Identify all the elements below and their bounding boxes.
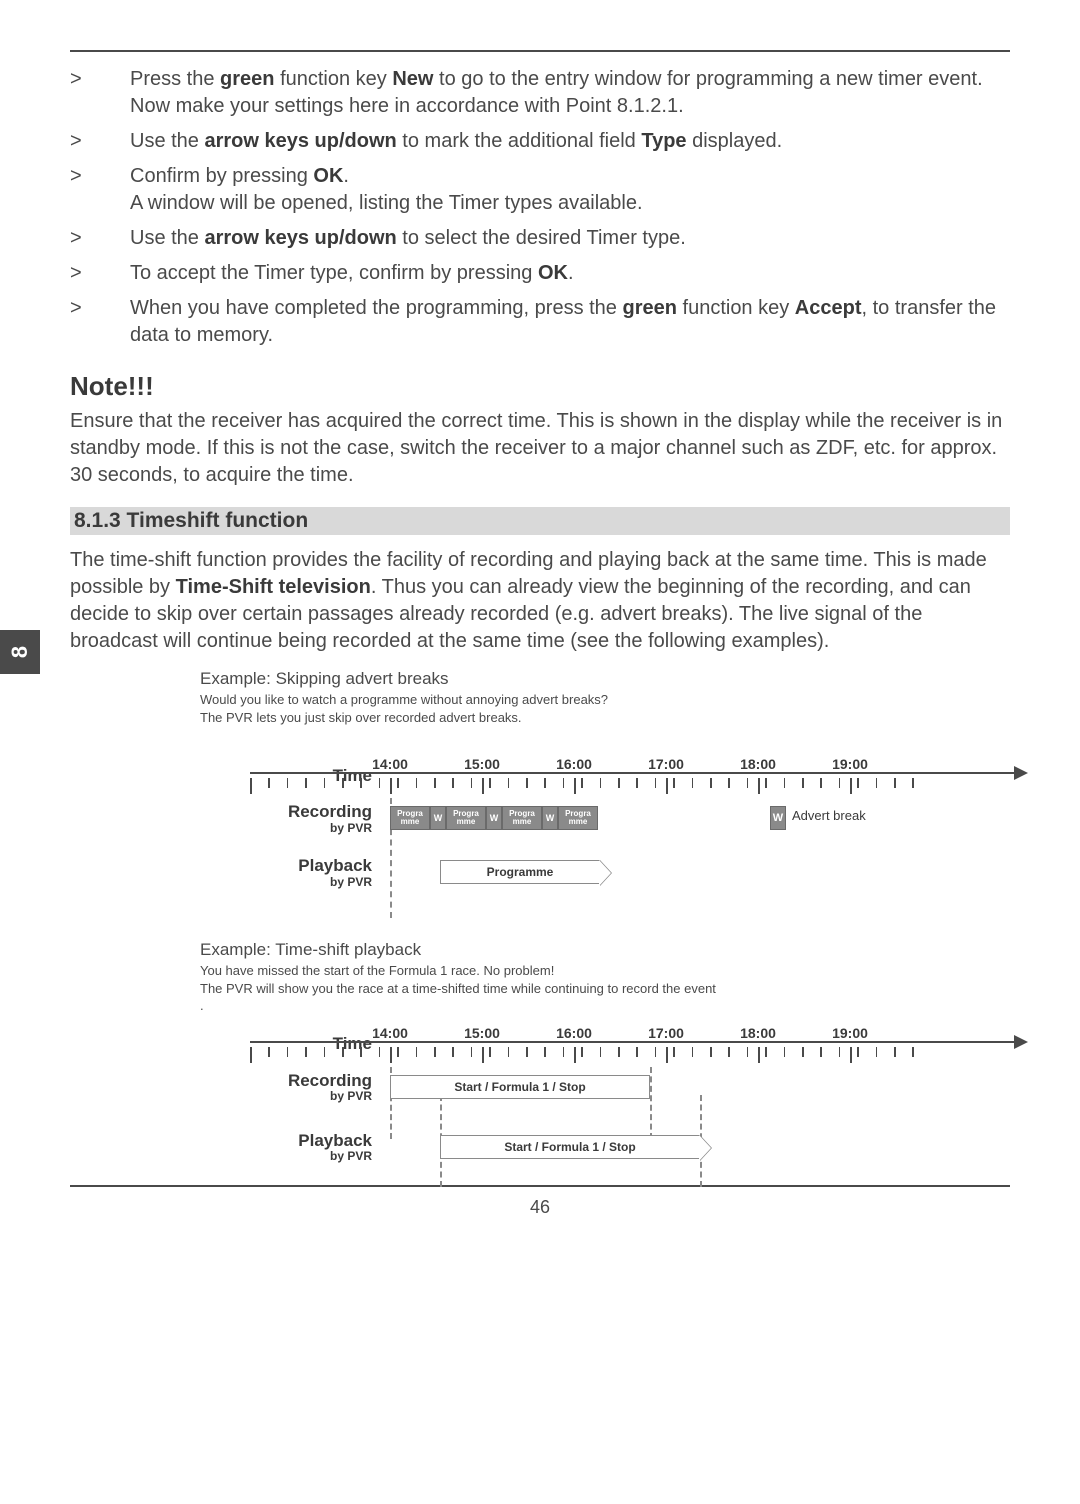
top-rule [70, 50, 1010, 52]
example1-desc1: Would you like to watch a programme with… [200, 691, 1010, 709]
step-body: When you have completed the programming,… [130, 295, 1010, 349]
legend-w: W [770, 806, 786, 830]
track: Start / Formula 1 / Stop [390, 1131, 1010, 1165]
step-marker: > [70, 128, 130, 155]
diagram2: Time14:0015:0016:0017:0018:0019:00Record… [220, 1025, 1010, 1165]
example2-title: Example: Time-shift playback [200, 940, 1010, 960]
track: Programme [390, 856, 1010, 890]
time-axis: 14:0015:0016:0017:0018:0019:00 [390, 756, 1010, 796]
track: Progra mmeWProgra mmeWProgra mmeWProgra … [390, 802, 1010, 836]
segment: Progra mme [558, 806, 598, 830]
example1: Example: Skipping advert breaks Would yo… [200, 669, 1010, 726]
segment: W [430, 806, 446, 830]
example2: Example: Time-shift playback You have mi… [200, 940, 1010, 1015]
example1-desc2: The PVR lets you just skip over recorded… [200, 709, 1010, 727]
step-marker: > [70, 260, 130, 287]
example2-desc2: The PVR will show you the race at a time… [200, 980, 1010, 998]
step-marker: > [70, 295, 130, 322]
example1-title: Example: Skipping advert breaks [200, 669, 1010, 689]
note-heading: Note!!! [70, 371, 1010, 402]
row-label: Playbackby PVR [220, 857, 390, 889]
step-marker: > [70, 66, 130, 93]
segment: Progra mme [502, 806, 542, 830]
legend-text: Advert break [792, 808, 866, 823]
row-label: Playbackby PVR [220, 1132, 390, 1164]
segment: Start / Formula 1 / Stop [390, 1075, 650, 1099]
time-axis: 14:0015:0016:0017:0018:0019:00 [390, 1025, 1010, 1065]
segment: Progra mme [390, 806, 430, 830]
step-item: >Confirm by pressing OK.A window will be… [70, 163, 1010, 217]
example2-desc1: You have missed the start of the Formula… [200, 962, 1010, 980]
segment: Progra mme [446, 806, 486, 830]
segment: W [542, 806, 558, 830]
track: Start / Formula 1 / Stop [390, 1071, 1010, 1105]
example2-dot: . [200, 997, 1010, 1015]
section-body: The time-shift function provides the fac… [70, 547, 1010, 655]
page-number: 46 [70, 1197, 1010, 1218]
diagram1: Time14:0015:0016:0017:0018:0019:00Record… [220, 756, 1010, 890]
step-item: >To accept the Timer type, confirm by pr… [70, 260, 1010, 287]
step-body: Use the arrow keys up/down to mark the a… [130, 128, 1010, 155]
step-body: Use the arrow keys up/down to select the… [130, 225, 1010, 252]
row-label: Recordingby PVR [220, 803, 390, 835]
bottom-rule [70, 1185, 1010, 1187]
row-label: Recordingby PVR [220, 1072, 390, 1104]
note-body: Ensure that the receiver has acquired th… [70, 408, 1010, 489]
step-item: >Press the green function key New to go … [70, 66, 1010, 120]
step-item: >Use the arrow keys up/down to mark the … [70, 128, 1010, 155]
step-body: Press the green function key New to go t… [130, 66, 1010, 120]
segment: Start / Formula 1 / Stop [440, 1135, 700, 1159]
step-body: Confirm by pressing OK.A window will be … [130, 163, 1010, 217]
segment: W [486, 806, 502, 830]
step-list: >Press the green function key New to go … [70, 66, 1010, 349]
step-marker: > [70, 163, 130, 190]
step-marker: > [70, 225, 130, 252]
step-body: To accept the Timer type, confirm by pre… [130, 260, 1010, 287]
segment: Programme [440, 860, 600, 884]
step-item: >When you have completed the programming… [70, 295, 1010, 349]
chapter-tab: 8 [0, 630, 40, 674]
step-item: >Use the arrow keys up/down to select th… [70, 225, 1010, 252]
section-heading: 8.1.3 Timeshift function [70, 507, 1010, 535]
